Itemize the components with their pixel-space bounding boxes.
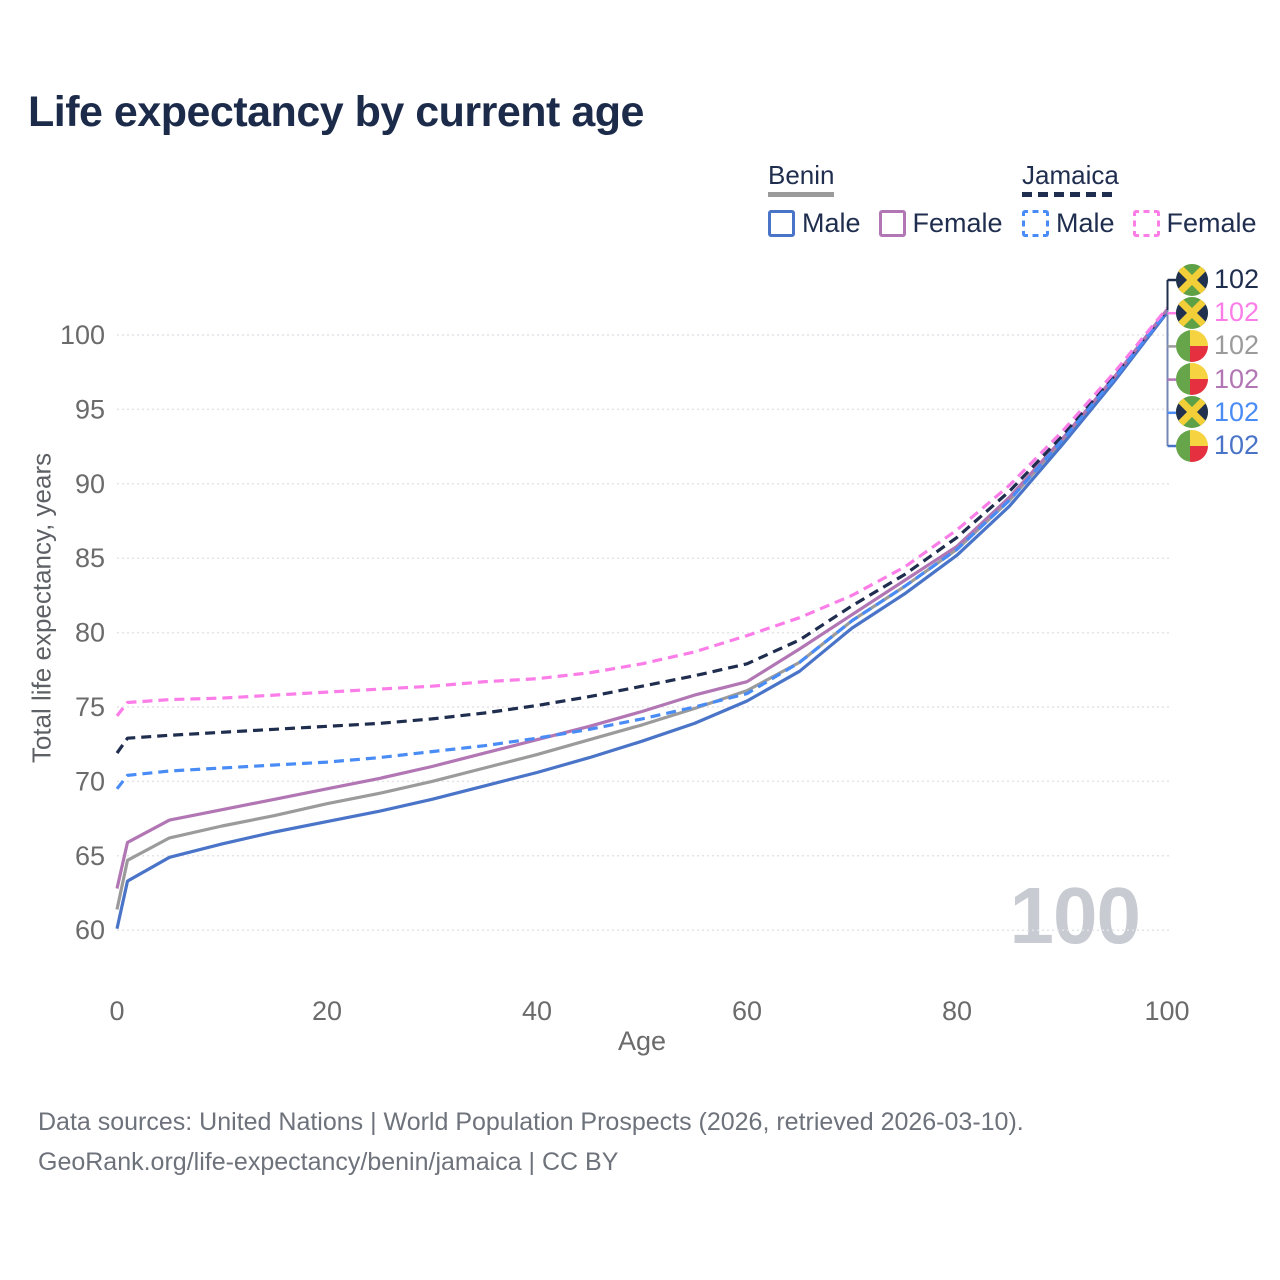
page-title: Life expectancy by current age [28, 88, 644, 136]
y-tick-80: 80 [75, 618, 105, 648]
x-axis-title: Age [617, 1026, 667, 1056]
legend-label: Female [1166, 208, 1257, 238]
series-benin-all[interactable] [115, 310, 1169, 910]
benin-flag-icon [1176, 363, 1208, 396]
legend-item-benin-male[interactable]: Male [768, 208, 861, 239]
end-label-jamaica-0[interactable]: 102 [1176, 263, 1260, 296]
x-tick-40: 40 [522, 996, 552, 1026]
legend-group-jamaica: Jamaica Male Female [1022, 162, 1257, 239]
legend-label: Male [1056, 208, 1115, 238]
legend-row-benin: Male Female [768, 208, 1003, 239]
legend-underline-jamaica [1022, 192, 1112, 197]
x-tick-20: 20 [312, 996, 342, 1026]
jamaica-female-swatch-icon[interactable] [1132, 210, 1160, 237]
benin-flag-icon [1176, 429, 1208, 462]
series-benin-female[interactable] [115, 308, 1169, 889]
end-label-value: 102 [1214, 363, 1260, 394]
series-jamaica-female[interactable] [115, 307, 1169, 717]
y-tick-85: 85 [75, 543, 105, 573]
footer-attribution: GeoRank.org/life-expectancy/benin/jamaic… [38, 1148, 619, 1176]
end-label-value: 102 [1214, 264, 1260, 294]
end-label-benin-3[interactable]: 102 [1176, 363, 1260, 396]
age-counter-watermark: 100 [1009, 871, 1141, 960]
jamaica-flag-icon [1176, 296, 1208, 329]
end-label-benin-5[interactable]: 102 [1176, 429, 1260, 462]
legend-item-jamaica-female[interactable]: Female [1132, 208, 1257, 239]
x-tick-60: 60 [732, 996, 762, 1026]
end-label-benin-2[interactable]: 102 [1176, 329, 1260, 362]
y-tick-65: 65 [75, 841, 105, 871]
y-tick-70: 70 [75, 766, 105, 796]
legend-underline-benin [768, 192, 834, 197]
footer-sources: Data sources: United Nations | World Pop… [38, 1108, 1024, 1136]
x-tick-100: 100 [1144, 996, 1189, 1026]
benin-male-swatch-icon[interactable] [768, 210, 795, 237]
series-benin-male[interactable] [115, 311, 1169, 930]
legend-item-jamaica-male[interactable]: Male [1022, 208, 1115, 239]
y-tick-100: 100 [60, 320, 105, 350]
series-jamaica-all[interactable] [115, 308, 1169, 755]
y-tick-90: 90 [75, 469, 105, 499]
legend-label: Male [802, 208, 861, 238]
jamaica-flag-icon [1176, 396, 1208, 429]
end-label-jamaica-1[interactable]: 102 [1176, 296, 1260, 329]
y-tick-95: 95 [75, 394, 105, 424]
jamaica-flag-icon [1176, 263, 1208, 296]
legend-group-benin: Benin Male Female [768, 162, 1003, 239]
end-label-value: 102 [1214, 430, 1260, 460]
x-tick-80: 80 [942, 996, 972, 1026]
legend-header-benin[interactable]: Benin [768, 160, 835, 190]
legend-item-benin-female[interactable]: Female [878, 208, 1003, 239]
legend-label: Female [912, 208, 1003, 238]
benin-flag-icon [1176, 329, 1208, 362]
x-tick-0: 0 [109, 996, 124, 1026]
end-label-value: 102 [1214, 396, 1260, 427]
y-tick-60: 60 [75, 915, 105, 945]
end-label-value: 102 [1214, 297, 1260, 328]
footer: Data sources: United Nations | World Pop… [38, 1102, 1024, 1182]
jamaica-male-swatch-icon[interactable] [1022, 210, 1049, 237]
y-tick-75: 75 [75, 692, 105, 722]
end-label-value: 102 [1214, 330, 1260, 361]
series-jamaica-male[interactable] [115, 310, 1169, 790]
legend-row-jamaica: Male Female [1022, 208, 1257, 239]
benin-female-swatch-icon[interactable] [878, 210, 906, 237]
legend-header-jamaica[interactable]: Jamaica [1022, 160, 1119, 190]
end-label-jamaica-4[interactable]: 102 [1176, 396, 1260, 429]
